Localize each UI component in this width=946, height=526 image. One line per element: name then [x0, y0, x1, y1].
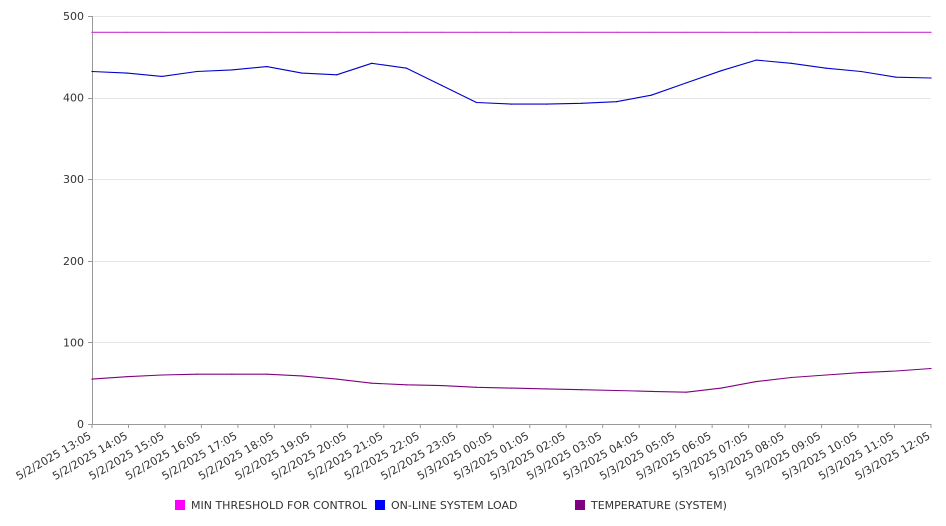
- data-point-temperature-system: [580, 389, 583, 391]
- data-point-min-threshold-for-control: [720, 31, 722, 33]
- legend-label-online-system-load: ON-LINE SYSTEM LOAD: [391, 498, 518, 512]
- data-point-on-line-system-load: [126, 72, 128, 74]
- data-point-temperature-system: [301, 375, 303, 377]
- data-point-on-line-system-load: [720, 70, 722, 72]
- data-point-temperature-system: [720, 387, 722, 389]
- data-point-on-line-system-load: [440, 84, 443, 86]
- data-point-min-threshold-for-control: [161, 31, 163, 33]
- data-point-temperature-system: [930, 367, 932, 370]
- data-point-min-threshold-for-control: [685, 31, 687, 33]
- y-tick-label: 0: [77, 418, 84, 431]
- data-point-on-line-system-load: [475, 101, 478, 104]
- legend-swatch-online-system-load: [375, 500, 385, 510]
- data-point-min-threshold-for-control: [860, 31, 862, 33]
- data-point-temperature-system: [336, 378, 338, 380]
- data-point-temperature-system: [825, 374, 827, 376]
- data-point-on-line-system-load: [825, 67, 827, 69]
- data-point-on-line-system-load: [406, 67, 408, 69]
- data-point-on-line-system-load: [650, 94, 652, 96]
- data-point-min-threshold-for-control: [825, 31, 827, 33]
- legend-label-min-threshold: MIN THRESHOLD FOR CONTROL: [191, 498, 367, 512]
- data-point-min-threshold-for-control: [336, 31, 338, 33]
- series-lines: [91, 31, 932, 393]
- legend-item-online-system-load[interactable]: ON-LINE SYSTEM LOAD: [375, 497, 517, 513]
- data-point-temperature-system: [266, 373, 268, 375]
- data-point-min-threshold-for-control: [930, 31, 932, 33]
- data-point-temperature-system: [91, 378, 93, 380]
- legend-swatch-min-threshold: [175, 500, 185, 510]
- data-point-temperature-system: [650, 390, 652, 392]
- data-point-on-line-system-load: [895, 76, 897, 78]
- axes: [88, 16, 932, 428]
- data-point-temperature-system: [196, 373, 198, 375]
- data-point-on-line-system-load: [685, 82, 687, 84]
- legend-item-min-threshold[interactable]: MIN THRESHOLD FOR CONTROL: [175, 497, 367, 513]
- data-point-on-line-system-load: [755, 59, 757, 61]
- legend: MIN THRESHOLD FOR CONTROL ON-LINE SYSTEM…: [0, 497, 946, 515]
- data-point-on-line-system-load: [790, 62, 792, 64]
- data-point-min-threshold-for-control: [790, 31, 792, 33]
- data-point-temperature-system: [860, 371, 862, 374]
- data-point-on-line-system-load: [91, 70, 93, 73]
- data-point-min-threshold-for-control: [545, 31, 548, 33]
- legend-swatch-temperature-system: [575, 500, 585, 510]
- data-point-temperature-system: [895, 370, 897, 372]
- data-point-min-threshold-for-control: [371, 31, 373, 33]
- data-point-temperature-system: [231, 373, 233, 375]
- data-point-temperature-system: [615, 389, 617, 392]
- y-tick-label: 500: [63, 10, 84, 23]
- data-point-on-line-system-load: [545, 103, 548, 105]
- data-point-temperature-system: [440, 385, 443, 387]
- y-tick-labels: 0 100 200 300 400 500: [63, 10, 84, 431]
- y-tick-label: 300: [63, 173, 84, 186]
- data-point-min-threshold-for-control: [196, 31, 198, 33]
- data-point-temperature-system: [755, 380, 757, 383]
- data-point-min-threshold-for-control: [231, 31, 233, 33]
- data-point-min-threshold-for-control: [126, 31, 128, 33]
- series-line-on-line-system-load: [91, 59, 932, 105]
- data-point-on-line-system-load: [930, 77, 932, 79]
- data-point-temperature-system: [685, 391, 687, 393]
- data-point-on-line-system-load: [231, 69, 233, 71]
- data-point-min-threshold-for-control: [440, 31, 443, 33]
- data-point-min-threshold-for-control: [301, 31, 303, 33]
- legend-label-temperature-system: TEMPERATURE (SYSTEM): [591, 498, 727, 512]
- data-point-min-threshold-for-control: [91, 31, 93, 33]
- data-point-min-threshold-for-control: [615, 31, 617, 33]
- data-point-on-line-system-load: [615, 101, 617, 103]
- data-point-min-threshold-for-control: [650, 31, 652, 33]
- y-tick-label: 400: [63, 92, 84, 105]
- data-point-on-line-system-load: [860, 70, 862, 73]
- data-point-on-line-system-load: [580, 102, 583, 104]
- data-point-min-threshold-for-control: [755, 31, 757, 33]
- data-point-temperature-system: [371, 382, 373, 384]
- data-point-min-threshold-for-control: [475, 31, 478, 33]
- data-point-on-line-system-load: [266, 65, 268, 68]
- data-point-on-line-system-load: [161, 75, 163, 77]
- data-point-temperature-system: [161, 374, 163, 376]
- data-point-on-line-system-load: [371, 62, 373, 64]
- data-point-min-threshold-for-control: [406, 31, 408, 33]
- data-point-on-line-system-load: [336, 74, 338, 76]
- legend-item-temperature-system[interactable]: TEMPERATURE (SYSTEM): [575, 497, 727, 513]
- data-point-on-line-system-load: [301, 72, 303, 74]
- data-point-temperature-system: [790, 376, 792, 379]
- data-point-min-threshold-for-control: [510, 31, 513, 33]
- data-point-temperature-system: [406, 384, 408, 386]
- data-point-on-line-system-load: [196, 70, 198, 73]
- data-point-on-line-system-load: [510, 103, 513, 105]
- y-tick-label: 100: [63, 336, 84, 349]
- data-point-min-threshold-for-control: [895, 31, 897, 33]
- gridlines: [92, 16, 931, 425]
- data-point-temperature-system: [510, 387, 513, 389]
- data-point-temperature-system: [126, 376, 128, 378]
- data-point-temperature-system: [545, 388, 548, 390]
- data-point-min-threshold-for-control: [266, 31, 268, 33]
- x-tick-labels: 5/2/2025 13:055/2/2025 14:055/2/2025 15:…: [14, 429, 933, 483]
- data-point-temperature-system: [475, 386, 478, 388]
- y-tick-label: 200: [63, 255, 84, 268]
- data-point-min-threshold-for-control: [580, 31, 583, 33]
